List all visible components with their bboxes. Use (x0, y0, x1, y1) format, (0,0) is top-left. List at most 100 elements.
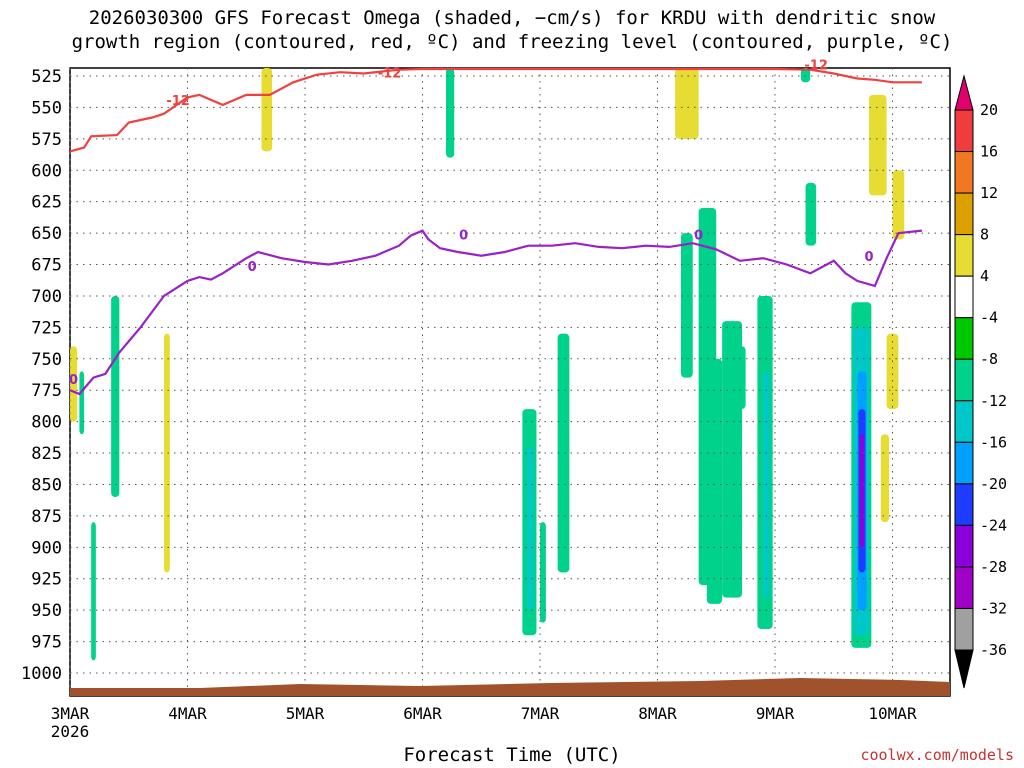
omega-patch-21 (79, 371, 85, 435)
colorbar-label: -4 (980, 309, 998, 327)
colorbar: 20 16 12 8 4 -4 -8 -12 -16 -20 -24 -28 -32 -36 (954, 74, 1007, 689)
y-tick-label: 1000 (21, 664, 62, 684)
x-axis-label: Forecast Time (UTC) (403, 744, 621, 766)
x-tick-label: 10MAR (868, 704, 917, 723)
colorbar-segment (954, 192, 974, 236)
x-tick-labels: 3MAR 4MAR 5MAR 6MAR 7MAR 8MAR 9MAR 10MAR 2026 (51, 704, 917, 741)
snow-contour-label: -12 (166, 94, 190, 109)
snow-growth-contour (69, 67, 922, 153)
y-tick-label: 950 (31, 601, 62, 621)
grid-lines (69, 68, 950, 696)
colorbar-segment (954, 607, 974, 651)
colorbar-label: -20 (980, 475, 1007, 493)
omega-patch-11 (681, 233, 693, 378)
contour-labels: 0 0 0 0 0 -12 -12 -12 (69, 59, 874, 388)
omega-patch-22 (675, 68, 699, 139)
colorbar-top-arrow (954, 74, 974, 111)
colorbar-label: -8 (980, 350, 998, 368)
x-tick-label: 3MAR (51, 704, 90, 723)
x-tick-label: 5MAR (286, 704, 325, 723)
colorbar-label: 12 (980, 184, 998, 202)
y-tick-label: 550 (31, 98, 62, 118)
y-tick-label: 700 (31, 287, 62, 307)
x-tick-label: 7MAR (521, 704, 560, 723)
colorbar-segment (954, 234, 974, 277)
omega-patch-19 (111, 295, 120, 498)
colorbar-label: -32 (980, 599, 1007, 617)
y-tick-label: 750 (31, 350, 62, 370)
freezing-contour-label: 0 (864, 250, 873, 265)
ground-fill (70, 678, 950, 696)
y-tick-label: 650 (31, 224, 62, 244)
freezing-level-contour (69, 229, 923, 396)
omega-patch-20 (91, 522, 96, 661)
y-tick-label: 875 (31, 507, 62, 527)
freezing-contour-label: 0 (248, 260, 257, 275)
colorbar-label: -36 (980, 641, 1007, 659)
y-tick-label: 800 (31, 413, 62, 433)
x-tick-label: 4MAR (168, 704, 207, 723)
colorbar-label: 20 (980, 101, 998, 119)
colorbar-segment (954, 275, 974, 319)
freezing-contour-label: 0 (69, 373, 78, 388)
omega-patch-12 (557, 333, 570, 573)
x-year-label: 2026 (51, 722, 90, 741)
omega-patch-8 (728, 346, 746, 410)
x-tick-label: 9MAR (756, 704, 795, 723)
colorbar-segment (954, 524, 974, 568)
omega-patch-4 (859, 434, 865, 548)
colorbar-segment (954, 109, 974, 153)
omega-patch-27 (261, 68, 273, 152)
colorbar-segment (954, 151, 974, 194)
colorbar-label: 8 (980, 226, 989, 244)
ground-terrain (70, 678, 950, 696)
y-tick-label: 825 (31, 444, 62, 464)
plot-frame (69, 67, 951, 697)
colorbar-bottom-arrow (954, 649, 974, 689)
colorbar-label: -12 (980, 392, 1007, 410)
omega-patch-25 (886, 333, 899, 410)
omega-patches (70, 68, 905, 661)
colorbar-segment (954, 400, 974, 443)
omega-patch-14 (800, 68, 811, 83)
colorbar-label: 16 (980, 143, 998, 161)
omega-patch-29 (164, 333, 170, 573)
omega-patch-16 (527, 446, 533, 611)
omega-patch-24 (892, 170, 905, 240)
y-tick-label: 850 (31, 475, 62, 495)
omega-patch-28 (70, 346, 78, 422)
y-tick-labels: 525 550 575 600 625 650 675 700 725 750 775 800 825 8… (21, 67, 62, 684)
freezing-contour-label: 0 (694, 228, 703, 243)
y-tick-label: 725 (31, 318, 62, 338)
colorbar-segment (954, 317, 974, 360)
omega-patch-26 (880, 434, 889, 523)
y-tick-label: 975 (31, 633, 62, 653)
omega-patch-17 (446, 68, 455, 158)
colorbar-label: -16 (980, 433, 1007, 451)
omega-patch-10 (706, 358, 723, 604)
y-tick-label: 900 (31, 538, 62, 558)
colorbar-label: 4 (980, 267, 989, 285)
y-tick-label: 575 (31, 130, 62, 150)
y-tick-label: 925 (31, 570, 62, 590)
x-tick-label: 6MAR (403, 704, 442, 723)
snow-contour-label: -12 (804, 59, 828, 74)
credit-text: coolwx.com/models (860, 746, 1014, 764)
y-tick-label: 600 (31, 161, 62, 181)
snow-contour-label: -12 (378, 66, 402, 81)
colorbar-segment (954, 483, 974, 526)
x-tick-label: 8MAR (638, 704, 677, 723)
colorbar-label: -28 (980, 558, 1007, 576)
omega-patch-13 (805, 182, 817, 246)
colorbar-segment (954, 441, 974, 485)
y-tick-label: 675 (31, 256, 62, 276)
omega-patch-23 (869, 94, 887, 196)
colorbar-label: -24 (980, 516, 1007, 534)
colorbar-segment (954, 566, 974, 609)
y-tick-label: 625 (31, 193, 62, 213)
y-tick-label: 525 (31, 67, 62, 87)
y-tick-label: 775 (31, 381, 62, 401)
colorbar-segment (954, 358, 974, 402)
chart-title: 2026030300 GFS Forecast Omega (shaded, −… (71, 7, 953, 53)
